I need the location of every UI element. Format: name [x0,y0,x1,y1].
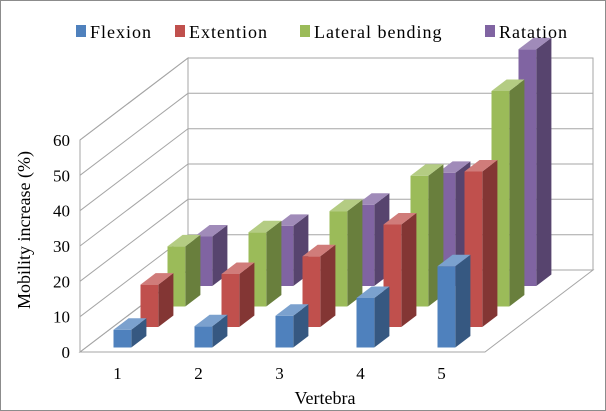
legend-item: Ratation [485,22,568,42]
bar-top [140,273,174,285]
legend-swatch [175,25,185,37]
bar-top [194,314,228,327]
bar-side [266,220,282,307]
y-tick-label: 30 [53,237,70,256]
legend-item: Flexion [76,22,152,42]
bar-side [347,199,363,307]
legend: Flexion Extention Lateral bending Ratation [76,22,568,42]
y-tick-label: 50 [53,166,70,185]
bar-front [113,329,132,348]
x-tick-label: 3 [275,364,284,383]
gridline [79,57,593,141]
bar-front [275,315,294,348]
bar-top [518,37,552,50]
bar-top [275,214,309,226]
legend-label: Lateral bending [314,22,442,42]
bar-side [320,244,336,327]
bar-side [239,262,255,327]
y-tick-label: 40 [53,202,70,221]
legend-item: Extention [175,22,268,42]
x-tick-label: 2 [194,364,203,383]
legend-swatch [76,25,86,37]
x-tick-label: 4 [356,364,365,383]
bar-side [455,254,471,348]
bar-side [293,304,309,348]
bar-side [212,314,228,348]
gridline [79,92,593,176]
legend-label: Extention [189,22,268,42]
bar [437,254,471,348]
bar [194,314,228,348]
bar-top [302,244,336,257]
bar-side [158,273,174,327]
bar-front [140,284,159,327]
bar [302,244,336,327]
bar-front [437,266,456,348]
bar-front [221,274,240,327]
bar [275,304,309,348]
bar-side [185,234,201,307]
bar-top [491,79,525,91]
legend-label: Flexion [90,22,152,42]
x-tick-label: 1 [113,364,122,383]
bar-top [329,199,363,212]
bar [113,318,147,348]
bar-side [374,286,390,348]
bar [140,273,174,327]
bar-top [221,262,255,274]
x-axis-title: Vertebra [295,388,356,408]
bar-top [167,234,201,247]
y-axis-title: Mobility increase (%) [14,151,35,309]
legend-swatch [300,25,310,37]
bar-top [356,193,390,205]
bar-top [113,318,147,330]
bar-side [212,225,228,286]
bar-front [356,298,375,348]
bar-side [131,318,147,348]
bar-top [356,286,390,298]
y-tick-label: 10 [53,308,70,327]
legend-label: Ratation [499,22,568,42]
y-tick-label: 0 [62,343,71,362]
bar-side [401,213,417,327]
bar-side [536,37,552,286]
bar-top [383,213,417,225]
y-tick-label: 20 [53,272,70,291]
bar-top [248,220,282,233]
bar [356,286,390,348]
bar-front [194,326,213,348]
legend-item: Lateral bending [300,22,442,42]
x-tick-label: 5 [437,364,446,383]
bar-top [194,225,228,237]
bar [221,262,255,327]
y-axis-ticks: 0 10 20 30 40 50 60 [53,131,70,362]
x-axis-ticks: 1 2 3 4 5 [113,364,446,383]
y-tick-label: 60 [53,131,70,150]
gridline [79,128,593,212]
bar-top [437,161,471,173]
legend-swatch [485,25,495,37]
bar-side [509,79,525,307]
bar-top [437,254,471,267]
bars [113,37,552,348]
bar-top [464,160,498,172]
bar-top [275,304,309,316]
bar-top [410,164,444,176]
bar-side [482,160,498,327]
